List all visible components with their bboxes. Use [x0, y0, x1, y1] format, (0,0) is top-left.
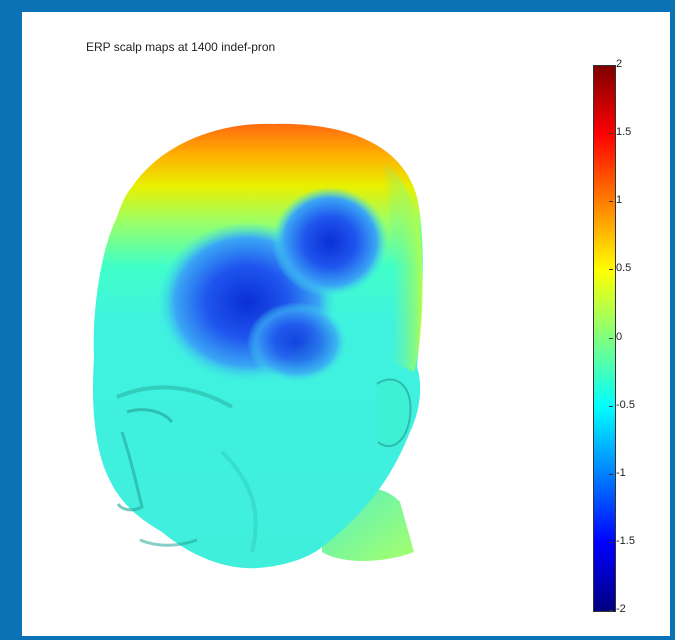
negative-region-upper [272, 187, 388, 297]
colorbar-tick-label: -1 [616, 466, 626, 479]
colorbar-tick-mark [609, 405, 613, 407]
figure-area: ERP scalp maps at 1400 indef-pron [22, 12, 670, 636]
head-scalp-map [93, 123, 423, 569]
chart-title: ERP scalp maps at 1400 indef-pron [86, 40, 276, 54]
nose-shading [116, 431, 144, 512]
ear-shape [376, 378, 412, 448]
colorbar-tick-label: 0.5 [616, 262, 632, 275]
colorbar-tick-mark [609, 337, 613, 339]
colorbar-tick-label: 1 [616, 194, 623, 207]
colorbar-tick-mark [609, 269, 613, 271]
negative-region-lower [247, 302, 347, 382]
eye-shading [126, 408, 174, 424]
colorbar-tick-mark [609, 133, 613, 135]
colorbar [593, 65, 616, 612]
cheek-shading [220, 450, 258, 553]
colorbar-tick-mark [609, 201, 613, 203]
colorbar-tick-label: 0 [616, 330, 623, 343]
colorbar-tick-mark [609, 541, 613, 543]
colorbar-tick-label: 2 [616, 58, 623, 70]
colorbar-tick-mark [609, 473, 613, 475]
colorbar-tick-mark [609, 65, 613, 66]
colorbar-tick-mark [609, 610, 613, 611]
scalp-right-edge [382, 162, 423, 372]
colorbar-tick-label: -0.5 [616, 398, 635, 411]
brow-shading [116, 385, 233, 409]
colorbar-tick-label: -1.5 [616, 534, 635, 547]
colorbar-tick-label: 1.5 [616, 126, 632, 139]
colorbar-ticks: 2 1.5 1 0.5 0 -0.5 -1 -1.5 -2 [609, 58, 654, 615]
mouth-shading [139, 538, 198, 547]
colorbar-tick-label: -2 [616, 603, 626, 615]
